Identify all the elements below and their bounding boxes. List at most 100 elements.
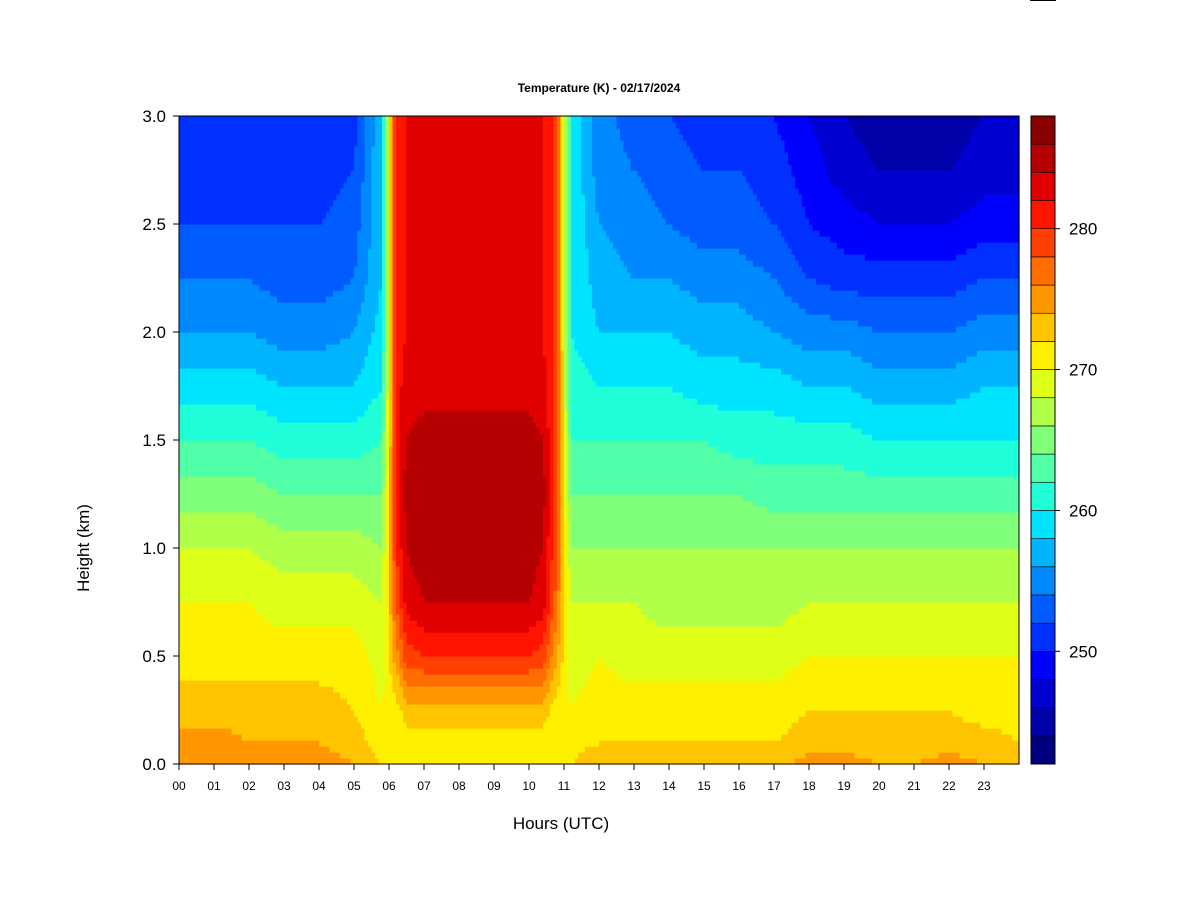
heatmap-cell	[319, 602, 323, 609]
heatmap-cell	[288, 644, 292, 651]
heatmap-cell	[267, 176, 271, 183]
heatmap-cell	[337, 716, 341, 723]
heatmap-cell	[211, 440, 215, 447]
heatmap-cell	[260, 572, 264, 579]
heatmap-cell	[232, 308, 236, 315]
heatmap-cell	[267, 614, 271, 621]
heatmap-cell	[295, 194, 299, 201]
heatmap-cell	[193, 236, 197, 243]
heatmap-cell	[305, 554, 309, 561]
heatmap-cell	[256, 698, 260, 705]
heatmap-cell	[246, 482, 250, 489]
heatmap-cell	[256, 332, 260, 339]
heatmap-cell	[291, 644, 295, 651]
heatmap-cell	[295, 710, 299, 717]
heatmap-cell	[319, 698, 323, 705]
heatmap-cell	[295, 134, 299, 141]
heatmap-cell	[197, 536, 201, 543]
heatmap-cell	[218, 620, 222, 627]
heatmap-cell	[267, 452, 271, 459]
heatmap-cell	[190, 194, 194, 201]
heatmap-cell	[186, 356, 190, 363]
heatmap-cell	[291, 278, 295, 285]
heatmap-cell	[225, 404, 229, 411]
heatmap-cell	[316, 716, 320, 723]
heatmap-cell	[239, 212, 243, 219]
heatmap-cell	[288, 710, 292, 717]
heatmap-cell	[267, 212, 271, 219]
heatmap-cell	[298, 566, 302, 573]
heatmap-cell	[221, 680, 225, 687]
heatmap-cell	[197, 170, 201, 177]
heatmap-cell	[190, 560, 194, 567]
heatmap-cell	[270, 548, 274, 555]
heatmap-cell	[186, 164, 190, 171]
heatmap-cell	[190, 572, 194, 579]
heatmap-cell	[267, 656, 271, 663]
heatmap-cell	[270, 194, 274, 201]
heatmap-cell	[316, 392, 320, 399]
heatmap-cell	[232, 254, 236, 261]
heatmap-cell	[302, 212, 306, 219]
heatmap-cell	[337, 608, 341, 615]
heatmap-cell	[305, 530, 309, 537]
heatmap-cell	[228, 434, 232, 441]
heatmap-cell	[228, 212, 232, 219]
heatmap-cell	[319, 332, 323, 339]
heatmap-cell	[319, 380, 323, 387]
heatmap-cell	[179, 242, 183, 249]
heatmap-cell	[249, 176, 253, 183]
heatmap-cell	[179, 752, 183, 759]
heatmap-cell	[337, 344, 341, 351]
heatmap-cell	[337, 584, 341, 591]
heatmap-cell	[337, 416, 341, 423]
heatmap-cell	[284, 554, 288, 561]
heatmap-cell	[221, 392, 225, 399]
heatmap-cell	[326, 134, 330, 141]
heatmap-cell	[291, 680, 295, 687]
heatmap-cell	[281, 590, 285, 597]
heatmap-cell	[298, 590, 302, 597]
heatmap-cell	[298, 386, 302, 393]
heatmap-cell	[211, 152, 215, 159]
heatmap-cell	[267, 494, 271, 501]
heatmap-cell	[260, 584, 264, 591]
heatmap-cell	[288, 602, 292, 609]
heatmap-cell	[221, 740, 225, 747]
heatmap-cell	[239, 692, 243, 699]
heatmap-cell	[204, 392, 208, 399]
heatmap-cell	[316, 290, 320, 297]
heatmap-cell	[218, 740, 222, 747]
heatmap-cell	[291, 182, 295, 189]
heatmap-cell	[221, 158, 225, 165]
heatmap-cell	[242, 668, 246, 675]
heatmap-cell	[295, 548, 299, 555]
heatmap-cell	[277, 602, 281, 609]
heatmap-cell	[295, 476, 299, 483]
heatmap-cell	[256, 128, 260, 135]
heatmap-cell	[214, 224, 218, 231]
heatmap-cell	[260, 338, 264, 345]
heatmap-cell	[326, 542, 330, 549]
heatmap-cell	[305, 314, 309, 321]
heatmap-cell	[260, 728, 264, 735]
heatmap-cell	[309, 470, 313, 477]
heatmap-cell	[200, 476, 204, 483]
heatmap-cell	[242, 386, 246, 393]
heatmap-cell	[337, 182, 341, 189]
heatmap-cell	[221, 548, 225, 555]
heatmap-cell	[228, 380, 232, 387]
heatmap-cell	[330, 734, 334, 741]
heatmap-cell	[260, 140, 264, 147]
heatmap-cell	[277, 680, 281, 687]
heatmap-cell	[256, 506, 260, 513]
heatmap-cell	[249, 464, 253, 471]
heatmap-cell	[214, 452, 218, 459]
heatmap-cell	[183, 524, 187, 531]
heatmap-cell	[204, 524, 208, 531]
heatmap-cell	[260, 302, 264, 309]
heatmap-cell	[305, 698, 309, 705]
heatmap-cell	[319, 158, 323, 165]
heatmap-cell	[200, 530, 204, 537]
heatmap-cell	[319, 620, 323, 627]
